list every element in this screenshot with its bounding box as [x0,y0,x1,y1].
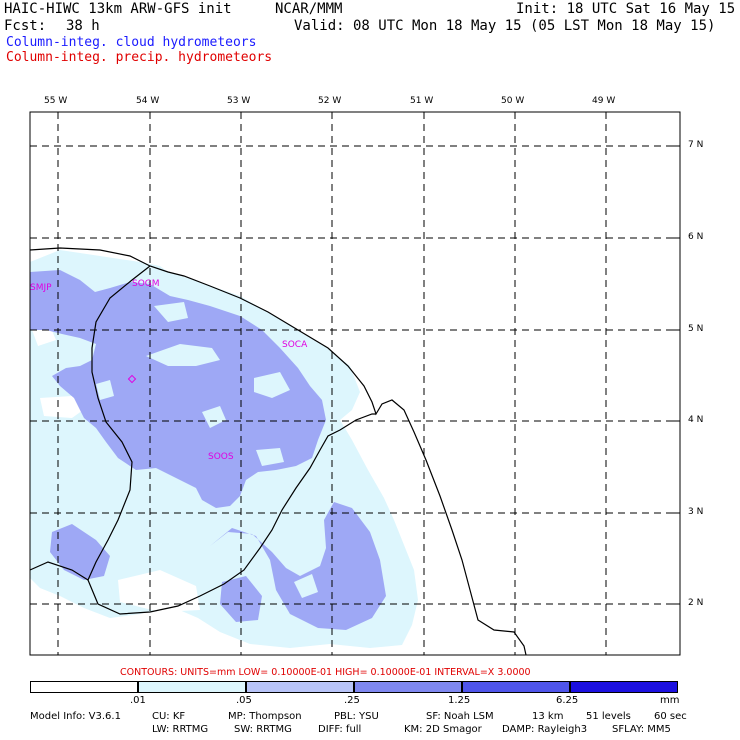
station-marker [127,374,137,384]
colorbar-tick: .01 [130,695,146,706]
lat-label: 7 N [688,140,704,150]
station-label: SOGM [132,279,160,289]
lon-label: 50 W [501,96,525,106]
lon-label: 54 W [136,96,160,106]
graticule [30,112,680,655]
lat-label: 2 N [688,598,704,608]
timestep: 60 sec [654,711,687,722]
clear-patch [118,570,200,612]
colorbar-tick: .25 [344,695,360,706]
clear-patch [256,448,284,466]
mp-scheme: MP: Thompson [228,711,302,722]
forecast-label: Fcst: [4,18,47,34]
map-frame [29,111,681,656]
org-label: NCAR/MMM [275,1,343,17]
km-scheme: KM: 2D Smagor [404,724,482,735]
clear-patch [254,372,290,398]
valid-time: Valid: 08 UTC Mon 18 May 15 (05 LST Mon … [294,18,716,34]
model-info: Model Info: V3.6.1 [30,711,121,722]
coastline [30,247,527,655]
clear-patch [202,406,226,428]
clear-patch [294,574,318,598]
colorbar-tick: 1.25 [448,695,471,706]
frame-ticks [57,112,680,605]
lat-label: 4 N [688,415,704,425]
lon-label: 52 W [318,96,342,106]
station-label: SOOS [208,452,234,462]
clear-patch [96,380,114,400]
lon-label: 49 W [592,96,616,106]
diff-scheme: DIFF: full [318,724,362,735]
station-label: SMJP [30,283,52,293]
lat-label: 6 N [688,232,704,242]
clear-patch [40,396,86,418]
colorbar-tick: 6.25 [556,695,579,706]
init-time: Init: 18 UTC Sat 16 May 15 [516,1,736,17]
clear-patch [154,302,188,322]
lw-scheme: LW: RRTMG [152,724,209,735]
lat-label: 3 N [688,507,704,517]
sw-scheme: SW: RRTMG [234,724,292,735]
clear-patch [146,344,220,366]
station-label: SOCA [282,340,308,350]
colorbar-unit: mm [660,695,680,706]
border-line [87,413,376,615]
pbl-scheme: PBL: YSU [334,711,379,722]
cloud-region-medium [210,502,386,630]
border-line [30,265,151,581]
levels: 51 levels [586,711,631,722]
model-title: HAIC-HIWC 13km ARW-GFS init [4,1,232,17]
colorbar-tick: .05 [236,695,252,706]
field-precip-label: Column-integ. precip. hydrometeors [6,50,273,65]
resolution: 13 km [532,711,564,722]
lon-label: 53 W [227,96,251,106]
colorbar-frame [30,681,678,693]
lon-label: 55 W [44,96,68,106]
cloud-region-medium [50,524,110,580]
lon-label: 51 W [410,96,434,106]
damp-scheme: DAMP: Rayleigh3 [502,724,588,735]
field-cloud-label: Column-integ. cloud hydrometeors [6,35,257,50]
lat-label: 5 N [688,324,704,334]
cu-scheme: CU: KF [152,711,186,722]
forecast-hours: 38 h [66,18,100,34]
sf-scheme: SF: Noah LSM [426,711,494,722]
contours-info: CONTOURS: UNITS=mm LOW= 0.10000E-01 HIGH… [120,667,531,678]
sflay-scheme: SFLAY: MM5 [612,724,671,735]
